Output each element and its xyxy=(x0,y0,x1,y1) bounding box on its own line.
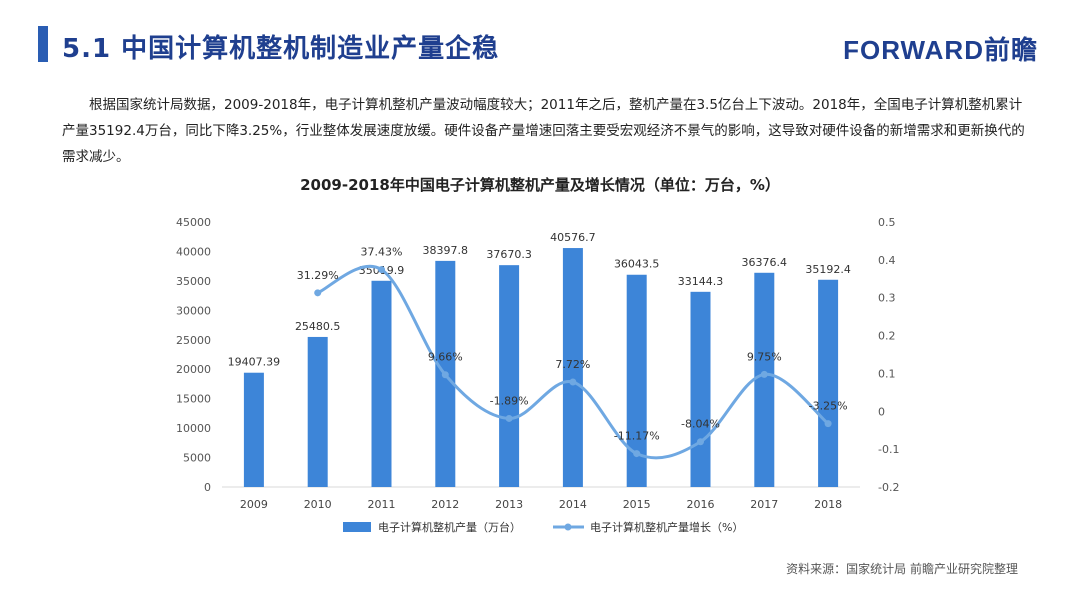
y-left-tick-label: 10000 xyxy=(176,422,211,435)
x-tick-label: 2009 xyxy=(240,498,268,511)
x-tick-label: 2018 xyxy=(814,498,842,511)
bar-value-label: 37670.3 xyxy=(486,248,532,261)
y-left-tick-label: 5000 xyxy=(183,452,211,465)
growth-point-2014 xyxy=(569,378,577,386)
growth-value-label: -11.17% xyxy=(614,430,660,443)
x-tick-label: 2010 xyxy=(304,498,332,511)
page-title: 5.1 中国计算机整机制造业产量企稳 xyxy=(62,34,500,64)
bar-2017 xyxy=(754,272,775,487)
bar-value-label: 40576.7 xyxy=(550,231,596,244)
chart-title: 2009-2018年中国电子计算机整机产量及增长情况（单位：万台，%） xyxy=(300,176,780,194)
bar-2009 xyxy=(243,372,264,487)
y-right-tick-label: 0.3 xyxy=(878,292,896,305)
growth-value-label: 37.43% xyxy=(361,246,403,259)
bar-value-label: 36376.4 xyxy=(742,256,788,269)
y-right-tick-label: -0.1 xyxy=(878,443,899,456)
y-left-tick-label: 25000 xyxy=(176,334,211,347)
growth-point-2018 xyxy=(824,420,832,428)
y-right-tick-label: 0 xyxy=(878,405,885,418)
bar-value-label: 33144.3 xyxy=(678,275,724,288)
growth-value-label: -1.89% xyxy=(490,394,529,407)
x-tick-label: 2016 xyxy=(687,498,715,511)
growth-point-2016 xyxy=(697,438,704,446)
growth-value-label: 9.75% xyxy=(747,350,782,363)
legend-line-label: 电子计算机整机产量增长（%） xyxy=(590,520,743,534)
x-tick-label: 2014 xyxy=(559,498,587,511)
growth-point-2013 xyxy=(505,414,513,422)
y-right-tick-label: -0.2 xyxy=(878,481,899,494)
growth-value-label: 31.29% xyxy=(297,269,339,282)
y-right-tick-label: 0.1 xyxy=(878,367,896,380)
y-left-tick-label: 30000 xyxy=(176,304,211,317)
y-right-tick-label: 0.5 xyxy=(878,216,896,229)
x-tick-label: 2012 xyxy=(431,498,459,511)
bar-2016 xyxy=(690,291,711,487)
x-tick-label: 2015 xyxy=(623,498,651,511)
growth-point-2012 xyxy=(441,371,449,379)
growth-point-2015 xyxy=(633,450,641,458)
y-left-tick-label: 20000 xyxy=(176,363,211,376)
y-right-tick-label: 0.2 xyxy=(878,330,896,343)
legend-line-marker xyxy=(564,523,572,531)
bar-value-label: 35192.4 xyxy=(805,263,851,276)
growth-point-2010 xyxy=(314,289,322,297)
bar-2010 xyxy=(307,336,328,487)
x-tick-label: 2013 xyxy=(495,498,523,511)
title-accent-bar xyxy=(38,26,48,62)
legend-bar-label: 电子计算机整机产量（万台） xyxy=(378,520,521,534)
x-tick-label: 2017 xyxy=(750,498,778,511)
bar-2015 xyxy=(626,274,647,487)
y-left-tick-label: 40000 xyxy=(176,245,211,258)
y-right-tick-label: 0.4 xyxy=(878,254,896,267)
bar-value-label: 19407.39 xyxy=(228,356,281,369)
bar-value-label: 38397.8 xyxy=(423,244,469,257)
legend-bar-swatch xyxy=(343,522,371,532)
x-tick-label: 2011 xyxy=(368,498,396,511)
y-left-tick-label: 35000 xyxy=(176,275,211,288)
growth-value-label: 9.66% xyxy=(428,351,463,364)
y-left-tick-label: 15000 xyxy=(176,393,211,406)
growth-point-2011 xyxy=(378,266,385,274)
y-left-tick-label: 0 xyxy=(204,481,211,494)
growth-value-label: -3.25% xyxy=(809,400,848,413)
bar-value-label: 36043.5 xyxy=(614,258,660,271)
bar-2018 xyxy=(818,279,839,487)
bar-2011 xyxy=(371,280,392,487)
source-note: 资料来源：国家统计局 前瞻产业研究院整理 xyxy=(786,562,1018,576)
growth-value-label: 7.72% xyxy=(555,358,590,371)
bar-2014 xyxy=(562,248,583,487)
description-paragraph: 根据国家统计局数据，2009-2018年，电子计算机整机产量波动幅度较大；201… xyxy=(62,97,1025,165)
forward-logo: FORWARD前瞻 xyxy=(843,35,1038,65)
growth-value-label: -8.04% xyxy=(681,418,720,431)
bar-value-label: 25480.5 xyxy=(295,320,341,333)
growth-point-2017 xyxy=(760,370,768,378)
bar-2013 xyxy=(499,265,520,487)
y-left-tick-label: 45000 xyxy=(176,216,211,229)
